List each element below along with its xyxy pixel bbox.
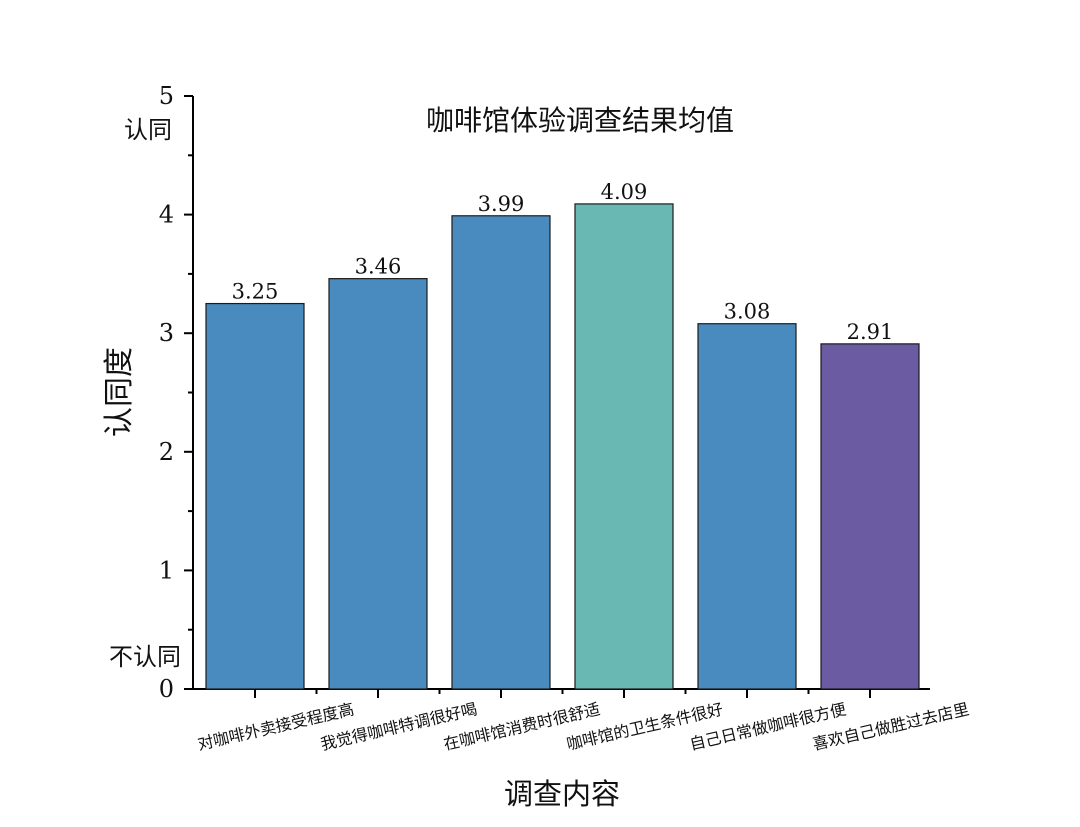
bar-2 xyxy=(451,215,551,690)
bar-value-label-5: 2.91 xyxy=(847,320,894,344)
bar-0 xyxy=(205,302,305,690)
bar-value-label-1: 3.46 xyxy=(355,255,402,279)
y-tick-label-3: 3 xyxy=(159,319,174,347)
y-tick-label-0: 0 xyxy=(159,675,174,703)
y-tick-label-4: 4 xyxy=(159,201,174,229)
bar-3 xyxy=(574,203,674,690)
y-tick-label-1: 1 xyxy=(159,556,174,584)
bar-value-label-0: 3.25 xyxy=(232,280,279,304)
y-annotation-agree: 认同 xyxy=(124,116,172,144)
plot-area: 0123453.25对咖啡外卖接受程度高3.46我觉得咖啡特调很好喝3.99在咖… xyxy=(159,82,971,754)
bar-5 xyxy=(820,343,920,690)
bar-4 xyxy=(697,323,797,690)
y-axis-label: 认同度 xyxy=(102,347,137,437)
bar-value-label-4: 3.08 xyxy=(724,300,771,324)
y-tick-label-5: 5 xyxy=(159,82,174,110)
chart-title: 咖啡馆体验调查结果均值 xyxy=(426,104,734,137)
bar-value-label-2: 3.99 xyxy=(478,192,525,216)
bar-value-label-3: 4.09 xyxy=(601,180,648,204)
y-tick-label-2: 2 xyxy=(159,438,174,466)
bar-1 xyxy=(328,278,428,690)
x-axis-label: 调查内容 xyxy=(504,777,620,811)
y-annotation-disagree: 不认同 xyxy=(109,643,181,671)
